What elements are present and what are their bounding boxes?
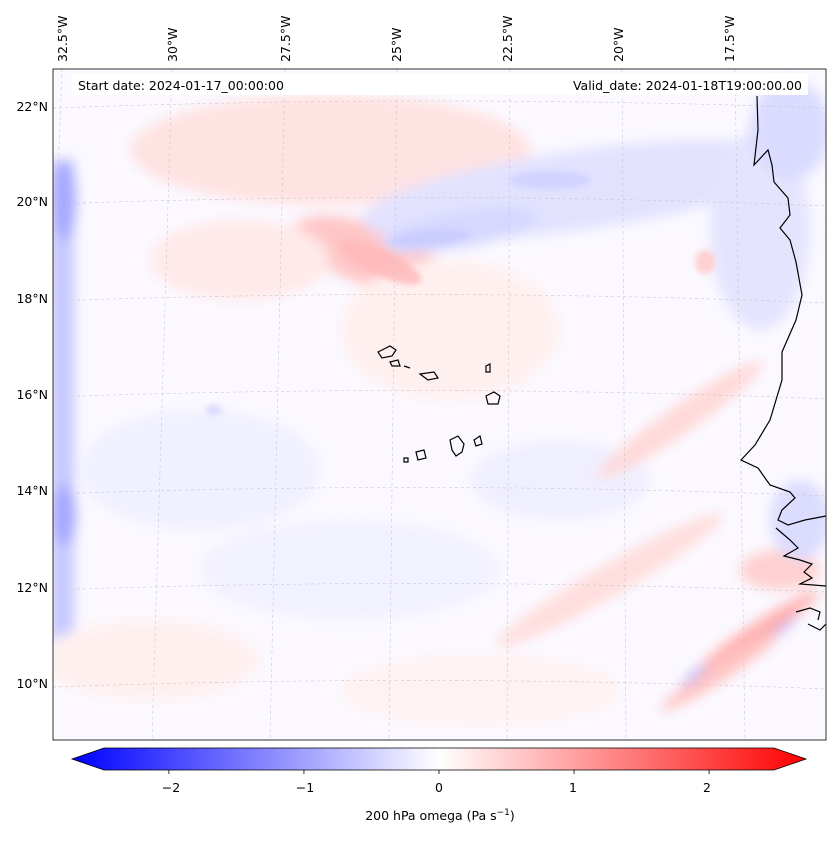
map-frame [52,68,827,741]
colorbar-label: 200 hPa omega (Pa s−1) [365,808,515,823]
lon-label-30w: 30°W [165,27,180,62]
lat-label-16n: 16°N [16,387,48,402]
colorbar-label-text: 200 hPa omega (Pa s [365,808,497,824]
lat-label-14n: 14°N [16,483,48,498]
colorbar-tick-label: 2 [703,780,711,795]
lon-label-27-5w: 27.5°W [278,15,293,62]
header-band [72,73,808,95]
lat-label-20n: 20°N [16,194,48,209]
lon-label-22-5w: 22.5°W [500,15,515,62]
valid-date-label: Valid_date: 2024-01-18T19:00:00.00 [572,78,802,93]
coastlines [377,95,826,631]
lat-label-18n: 18°N [16,291,48,306]
lat-label-12n: 12°N [16,580,48,595]
colorbar-bar [70,747,808,771]
lon-label-20w: 20°W [611,27,626,62]
colorbar-tick-label: 0 [435,780,443,795]
lat-label-22n: 22°N [16,99,48,114]
omega-field [53,69,826,740]
colorbar-tick-label: 1 [569,780,577,795]
colorbar-label-exponent: −1 [496,808,510,818]
colorbar-tick-label: −1 [295,780,315,795]
colorbar [70,747,808,774]
lon-label-25w: 25°W [389,27,404,62]
lat-label-10n: 10°N [16,676,48,691]
colorbar-label-end: ) [509,808,515,824]
gridlines [53,69,826,740]
colorbar-tick-label: −2 [161,780,181,795]
start-date-label: Start date: 2024-01-17_00:00:00 [78,78,284,93]
lon-label-17-5w: 17.5°W [722,15,737,62]
lon-label-32-5w: 32.5°W [55,15,70,62]
